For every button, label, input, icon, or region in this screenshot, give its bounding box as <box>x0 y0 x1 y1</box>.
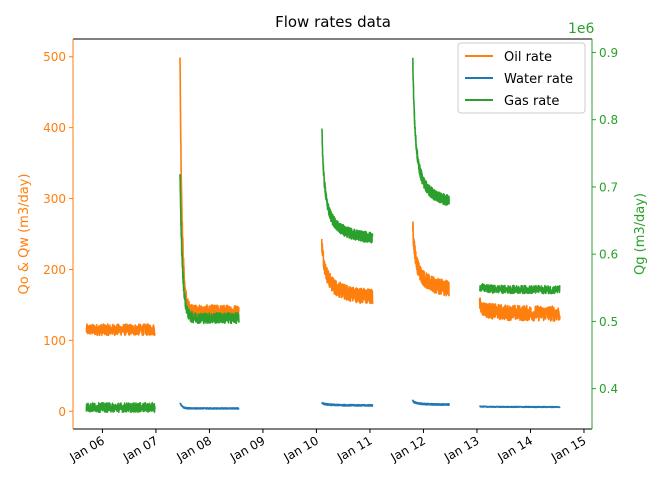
left-tick-label: 400 <box>43 121 66 135</box>
series-gas-rate-segment-1 <box>85 401 156 414</box>
series-gas-rate-segment-2 <box>179 174 240 325</box>
right-tick-label: 0.8 <box>599 113 618 127</box>
legend: Oil rate Water rate Gas rate <box>457 42 586 114</box>
legend-entry: Gas rate <box>504 94 559 109</box>
right-axis-offset-label: 1e6 <box>568 21 595 37</box>
left-axis-label: Qo & Qw (m3/day) <box>17 174 32 295</box>
right-tick-label: 0.9 <box>599 46 618 60</box>
series-layer <box>85 57 561 414</box>
series-gas-rate-segment-5 <box>478 283 561 295</box>
chart-title: Flow rates data <box>275 13 391 31</box>
right-tick-label: 0.7 <box>599 180 618 194</box>
left-tick-label: 100 <box>43 334 66 348</box>
left-tick-label: 500 <box>43 50 66 64</box>
left-tick-label: 200 <box>43 263 66 277</box>
series-water-rate-segment-5 <box>479 405 561 409</box>
legend-box <box>457 42 586 114</box>
series-oil-rate-segment-4 <box>412 221 450 297</box>
series-oil-rate-segment-1 <box>85 323 156 337</box>
right-tick-label: 0.5 <box>599 315 618 329</box>
right-tick-label: 0.4 <box>599 382 618 396</box>
series-water-rate-segment-3 <box>321 401 374 407</box>
legend-entry: Oil rate <box>504 50 552 65</box>
series-oil-rate-segment-5 <box>478 297 561 322</box>
right-tick-label: 0.6 <box>599 248 618 262</box>
series-oil-rate-segment-3 <box>321 238 374 305</box>
series-water-rate-segment-2 <box>179 402 240 410</box>
right-axis-label: Qg (m3/day) <box>633 193 648 275</box>
series-gas-rate-segment-3 <box>321 128 374 244</box>
series-water-rate-segment-4 <box>412 399 450 407</box>
left-tick-label: 300 <box>43 192 66 206</box>
left-tick-label: 0 <box>58 405 66 419</box>
series-gas-rate-segment-4 <box>412 57 450 206</box>
legend-entry: Water rate <box>504 72 573 87</box>
